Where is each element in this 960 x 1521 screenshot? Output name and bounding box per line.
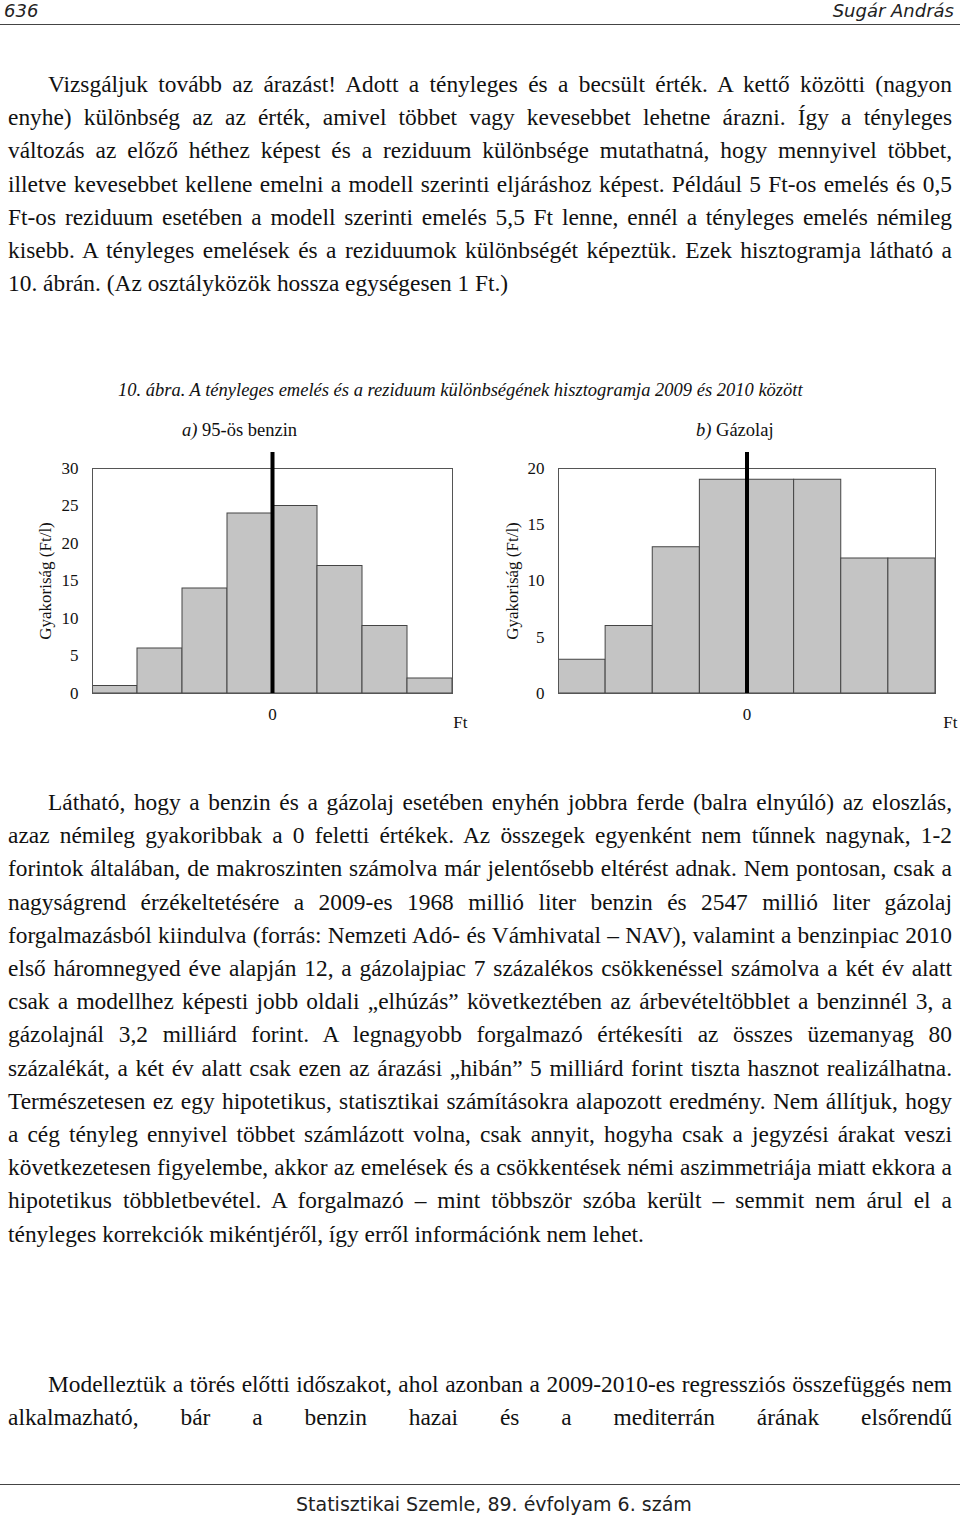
svg-text:10: 10 (528, 571, 545, 590)
svg-text:0: 0 (268, 705, 277, 724)
html-text:a) 95-ös benzin: a) 95-ös benzin (182, 420, 298, 440)
html-text:636: 636 (4, 0, 39, 21)
svg-text:15: 15 (62, 571, 79, 590)
html-text:Látható, hogy a benzin és a gá: Látható, hogy a benzin és a gázolaj eset… (8, 789, 952, 1247)
svg-text:30: 30 (62, 459, 79, 478)
svg-text:20: 20 (62, 534, 79, 553)
html-text:Modelleztük a törés előtti idő: Modelleztük a törés előtti időszakot, ah… (8, 1371, 952, 1431)
html-text:10. ábra. A tényleges emelés é: 10. ábra. A tényleges emelés és a rezidu… (118, 380, 803, 400)
svg-text:Ft: Ft (453, 713, 467, 732)
svg-text:0: 0 (743, 705, 752, 724)
svg-text:0: 0 (536, 684, 545, 703)
html-text:Vizsgáljuk tovább az árazást!: Vizsgáljuk tovább az árazást! Adott a té… (8, 71, 952, 297)
svg-text:Ft: Ft (943, 713, 957, 732)
svg-text:0: 0 (70, 684, 79, 703)
svg-text:Gyakoriság (Ft/l): Gyakoriság (Ft/l) (36, 522, 55, 640)
html-text:Sugár András: Sugár András (832, 0, 954, 21)
svg-text:10: 10 (62, 609, 79, 628)
svg-text:25: 25 (62, 496, 79, 515)
svg-text:20: 20 (528, 459, 545, 478)
svg-text:Gyakoriság (Ft/l): Gyakoriság (Ft/l) (503, 522, 522, 640)
html-text:Statisztikai Szemle, 89. évfol: Statisztikai Szemle, 89. évfolyam 6. szá… (296, 1493, 692, 1515)
svg-text:5: 5 (70, 646, 79, 665)
html-text:b) Gázolaj: b) Gázolaj (696, 420, 774, 440)
svg-text:15: 15 (528, 515, 545, 534)
svg-text:5: 5 (536, 628, 545, 647)
